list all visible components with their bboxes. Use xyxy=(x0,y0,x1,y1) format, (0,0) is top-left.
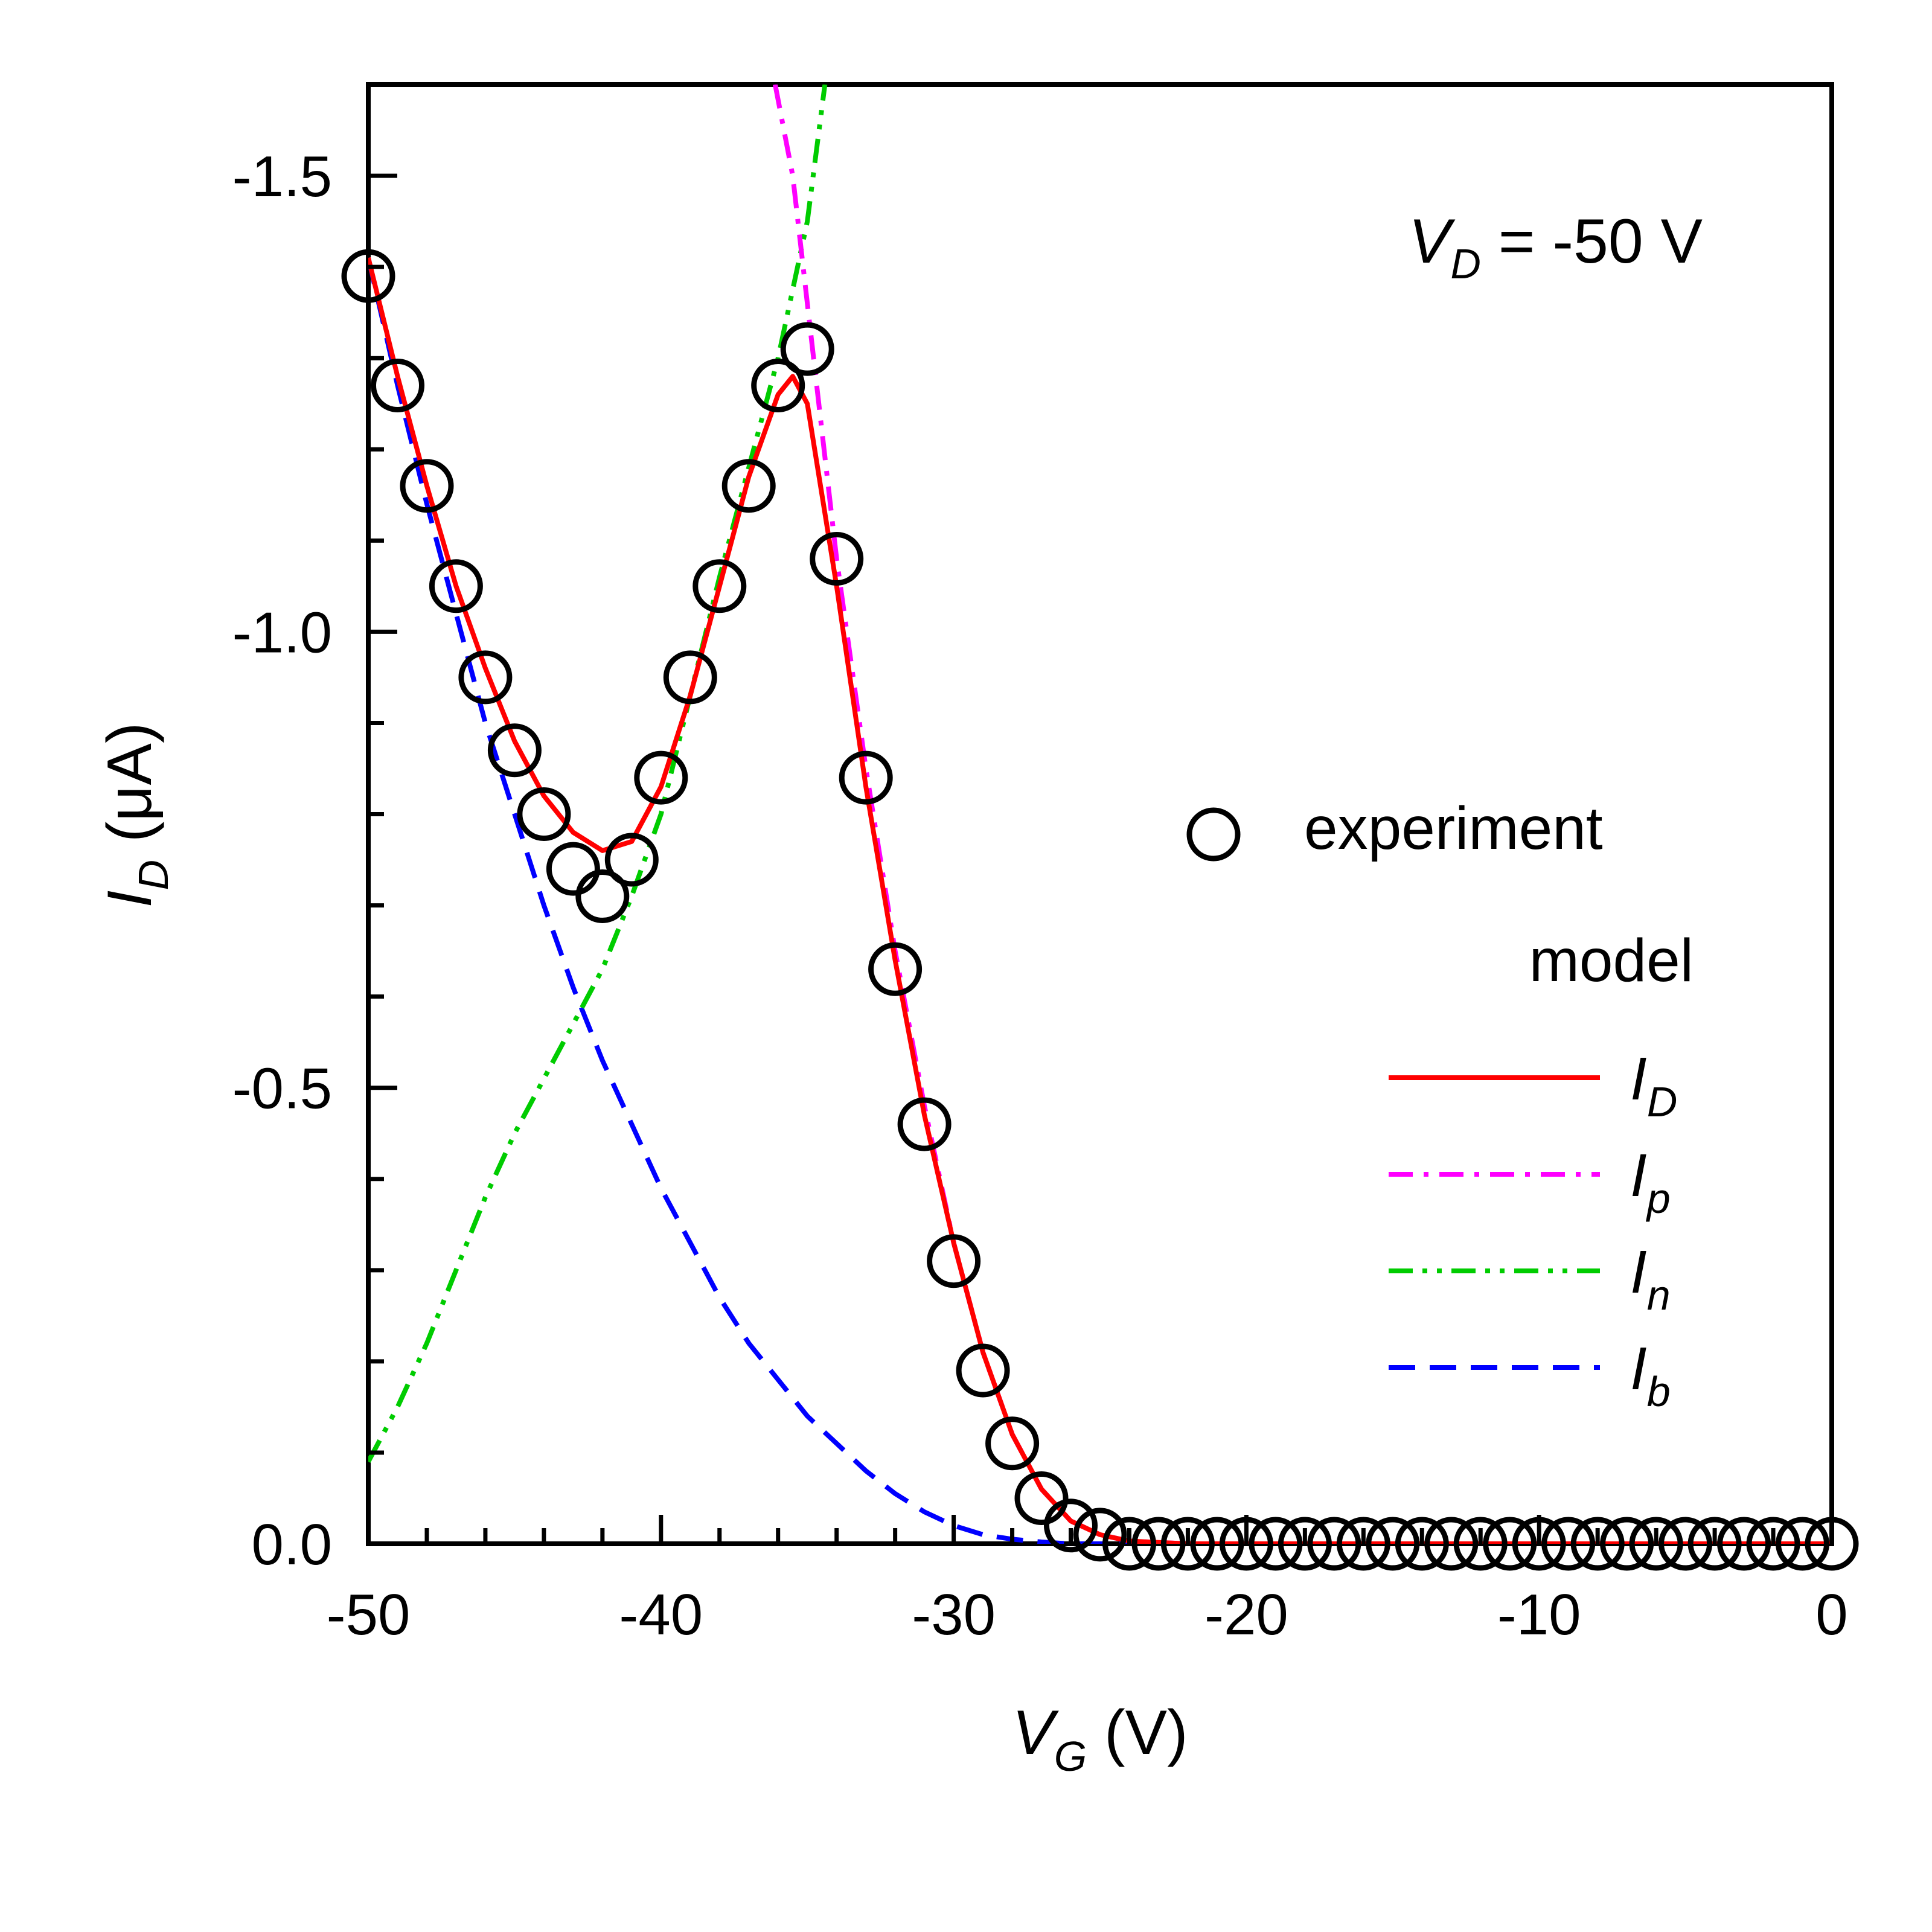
plot-area xyxy=(341,82,1859,1571)
experiment-point xyxy=(1629,1517,1683,1571)
experiment-point xyxy=(1336,1517,1390,1571)
x-tick-label: -30 xyxy=(912,1582,996,1647)
experiment-point xyxy=(546,842,600,896)
experiment-point xyxy=(721,459,776,513)
legend-label: Ip xyxy=(1630,1142,1671,1222)
experiment-point xyxy=(1687,1517,1742,1571)
series-line-i-n xyxy=(368,85,828,1463)
y-tick-label: -1.5 xyxy=(232,144,332,209)
legend: experiment model ID Ip In Ib xyxy=(1186,795,1694,1415)
x-tick-label: -10 xyxy=(1497,1582,1581,1647)
legend-label: ID xyxy=(1630,1045,1677,1125)
experiment-point xyxy=(780,322,834,376)
experiment-point xyxy=(1307,1517,1361,1571)
experiment-point xyxy=(927,1234,981,1288)
experiment-point xyxy=(1366,1517,1420,1571)
experiment-point xyxy=(1746,1517,1800,1571)
experiment-point xyxy=(487,723,542,778)
experiment-point xyxy=(1278,1517,1332,1571)
experiment-point xyxy=(897,1097,952,1151)
experiment-point xyxy=(1102,1517,1156,1571)
x-tick-label: -50 xyxy=(327,1582,411,1647)
y-tick-label: 0.0 xyxy=(252,1512,332,1577)
experiment-point xyxy=(1570,1517,1625,1571)
experiment-point xyxy=(1717,1517,1771,1571)
experiment-point xyxy=(810,532,864,586)
tick-labels: -50 -40 -30 -20 -10 0 0.0 -0.5 -1.0 -1.5 xyxy=(232,144,1848,1647)
experiment-point xyxy=(1160,1517,1215,1571)
experiment-point xyxy=(1424,1517,1479,1571)
experiment-point xyxy=(1395,1517,1449,1571)
experiment-point xyxy=(1131,1517,1186,1571)
experiment-markers xyxy=(341,249,1859,1571)
experiment-point xyxy=(575,869,630,923)
experiment-point xyxy=(1541,1517,1596,1571)
axis-ticks xyxy=(366,82,1834,1546)
experiment-point xyxy=(985,1416,1040,1471)
experiment-point xyxy=(693,559,747,613)
legend-experiment-label: experiment xyxy=(1304,795,1603,862)
experiment-point xyxy=(458,650,513,705)
experiment-point xyxy=(1600,1517,1654,1571)
legend-label: In xyxy=(1630,1238,1671,1319)
x-tick-label: -40 xyxy=(619,1582,703,1647)
y-axis-label: ID (μA) xyxy=(95,723,177,908)
series-line-i-d xyxy=(368,257,1832,1544)
experiment-point xyxy=(429,559,483,613)
experiment-point xyxy=(1483,1517,1537,1571)
experiment-point xyxy=(956,1343,1010,1398)
experiment-point xyxy=(1044,1499,1098,1553)
experiment-point xyxy=(1249,1517,1303,1571)
experiment-point xyxy=(1014,1471,1069,1525)
x-tick-label: 0 xyxy=(1815,1582,1847,1647)
experiment-point xyxy=(751,359,805,412)
legend-experiment-marker xyxy=(1186,807,1241,862)
experiment-point xyxy=(604,833,659,887)
experiment-point xyxy=(1659,1517,1713,1571)
experiment-point xyxy=(1190,1517,1244,1571)
series-line-i-p xyxy=(772,85,1832,1544)
experiment-point xyxy=(400,459,454,513)
experiment-point xyxy=(517,787,571,841)
experiment-point xyxy=(341,249,395,303)
experiment-point xyxy=(1776,1517,1829,1571)
legend-label: Ib xyxy=(1630,1335,1671,1415)
experiment-point xyxy=(839,750,893,805)
x-tick-label: -20 xyxy=(1204,1582,1288,1647)
y-tick-label: -0.5 xyxy=(232,1057,332,1121)
y-tick-label: -1.0 xyxy=(232,600,332,665)
plot-frame xyxy=(366,82,1834,1546)
experiment-point xyxy=(371,359,424,412)
legend-model-label: model xyxy=(1529,927,1694,994)
legend-entries: ID Ip In Ib xyxy=(1389,1045,1677,1415)
annotation-vd: VD = -50 V xyxy=(1409,206,1703,287)
x-axis-label: VG (V) xyxy=(1012,1698,1188,1780)
experiment-point xyxy=(1073,1508,1127,1562)
experiment-point xyxy=(868,942,923,996)
experiment-point xyxy=(634,750,688,805)
experiment-point xyxy=(663,650,717,705)
series-layer xyxy=(368,85,1832,1544)
series-line-i-b xyxy=(368,257,1832,1544)
experiment-point xyxy=(1453,1517,1508,1571)
